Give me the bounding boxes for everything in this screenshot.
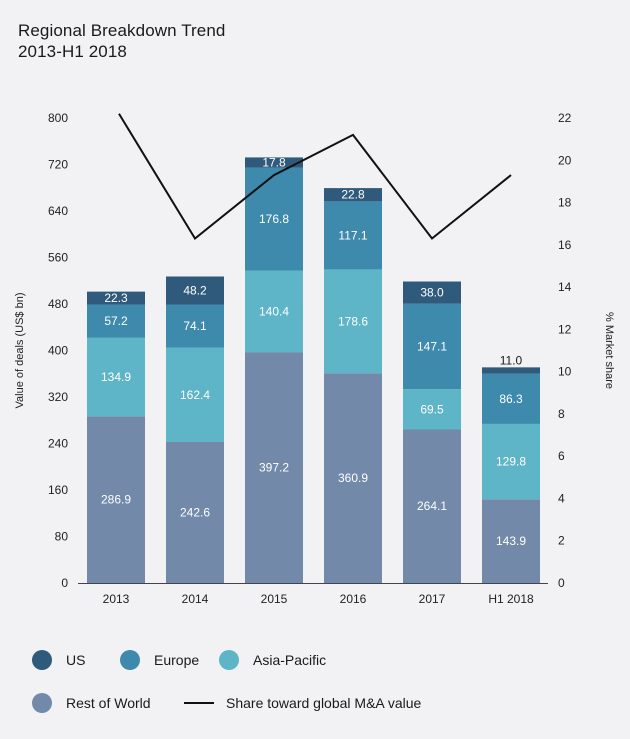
- bar-value-label-0-5: 143.9: [496, 534, 526, 548]
- chart-title: Regional Breakdown Trend 2013-H1 2018: [18, 20, 225, 62]
- bar-asia-pacific-0: [87, 337, 145, 417]
- y2-tick-label-4: 8: [558, 407, 565, 421]
- bar-value-label-2-4: 147.1: [417, 339, 447, 353]
- bar-value-label-0-0: 286.9: [101, 493, 131, 507]
- legend-label-europe: Europe: [154, 652, 199, 668]
- y2-tick-label-2: 4: [558, 491, 565, 505]
- x-tick-label-5: H1 2018: [488, 592, 534, 606]
- y2-tick-label-11: 22: [558, 111, 572, 125]
- y2-axis-title: % Market share: [603, 312, 615, 389]
- legend-label-us: US: [66, 652, 85, 668]
- bar-value-label-2-5: 86.3: [499, 392, 523, 406]
- y-tick-label-9: 720: [48, 158, 68, 172]
- legend-label-share-toward-global-m-a-value: Share toward global M&A value: [226, 695, 422, 711]
- bar-europe-5: [482, 373, 540, 424]
- bar-value-label-3-1: 48.2: [183, 284, 207, 298]
- bar-rest-of-world-3: [324, 373, 382, 583]
- bar-value-label-0-1: 242.6: [180, 505, 210, 519]
- bar-asia-pacific-4: [403, 389, 461, 430]
- legend-swatch-rest-of-world: [32, 693, 52, 713]
- y-tick-label-3: 240: [48, 437, 68, 451]
- bar-asia-pacific-2: [245, 270, 303, 353]
- bar-europe-4: [403, 303, 461, 390]
- bar-value-label-1-3: 178.6: [338, 314, 368, 328]
- bar-value-label-0-4: 264.1: [417, 499, 447, 513]
- bar-value-label-2-3: 117.1: [338, 228, 367, 242]
- bar-europe-2: [245, 167, 303, 271]
- bar-asia-pacific-3: [324, 269, 382, 374]
- bar-us-5: [482, 367, 540, 374]
- bar-value-label-3-5: 11.0: [500, 353, 523, 367]
- y-tick-label-0: 0: [61, 576, 68, 590]
- bar-europe-1: [166, 304, 224, 348]
- bar-value-label-3-4: 38.0: [420, 286, 444, 300]
- bar-value-label-2-0: 57.2: [104, 314, 128, 328]
- bar-value-label-1-2: 140.4: [259, 304, 289, 318]
- y2-tick-label-10: 20: [558, 153, 572, 167]
- share-line: [118, 113, 512, 240]
- bar-value-label-1-1: 162.4: [180, 388, 210, 402]
- legend-label-rest-of-world: Rest of World: [66, 695, 151, 711]
- y-tick-label-6: 480: [48, 297, 68, 311]
- bar-us-2: [245, 157, 303, 168]
- x-tick-label-1: 2014: [182, 592, 209, 606]
- y-tick-label-1: 80: [55, 530, 69, 544]
- y-tick-label-7: 560: [48, 251, 68, 265]
- bar-value-label-1-4: 69.5: [420, 402, 444, 416]
- y2-tick-label-9: 18: [558, 196, 572, 210]
- bar-asia-pacific-1: [166, 347, 224, 442]
- legend-swatch-us: [32, 650, 52, 670]
- x-tick-label-4: 2017: [419, 592, 446, 606]
- bar-value-label-0-3: 360.9: [338, 471, 368, 485]
- y2-tick-label-6: 12: [558, 322, 572, 336]
- bar-value-label-3-3: 22.8: [341, 188, 365, 202]
- bar-rest-of-world-1: [166, 441, 224, 583]
- bar-rest-of-world-0: [87, 416, 145, 583]
- bar-us-4: [403, 281, 461, 304]
- bar-asia-pacific-5: [482, 423, 540, 500]
- x-tick-label-3: 2016: [340, 592, 367, 606]
- x-tick-label-2: 2015: [261, 592, 288, 606]
- y2-tick-label-3: 6: [558, 449, 565, 463]
- bar-value-label-3-2: 17.8: [262, 156, 286, 170]
- y-tick-label-4: 320: [48, 390, 68, 404]
- bar-us-1: [166, 276, 224, 305]
- x-tick-label-0: 2013: [103, 592, 130, 606]
- y2-tick-label-0: 0: [558, 576, 565, 590]
- bar-value-label-2-2: 176.8: [259, 212, 289, 226]
- y2-tick-label-8: 16: [558, 238, 572, 252]
- bar-rest-of-world-5: [482, 499, 540, 583]
- y-tick-label-2: 160: [48, 483, 68, 497]
- y-tick-label-8: 640: [48, 204, 68, 218]
- y-axis-title: Value of deals (US$ bn): [14, 293, 26, 409]
- chart-title-line-1: Regional Breakdown Trend: [18, 21, 226, 40]
- y-tick-label-5: 400: [48, 344, 68, 358]
- bar-rest-of-world-2: [245, 352, 303, 583]
- y-tick-label-10: 800: [48, 111, 68, 125]
- bar-europe-3: [324, 201, 382, 270]
- y2-tick-label-1: 2: [558, 534, 565, 548]
- legend-swatch-europe: [120, 650, 140, 670]
- bar-europe-0: [87, 304, 145, 338]
- bar-rest-of-world-4: [403, 429, 461, 583]
- legend-label-asia-pacific: Asia-Pacific: [253, 652, 326, 668]
- bar-value-label-1-5: 129.8: [496, 455, 526, 469]
- y2-tick-label-7: 14: [558, 280, 572, 294]
- chart-title-line-2: 2013-H1 2018: [18, 42, 127, 61]
- bar-value-label-2-1: 74.1: [183, 319, 207, 333]
- bar-value-label-3-0: 22.3: [104, 291, 128, 305]
- bar-value-label-0-2: 397.2: [259, 461, 289, 475]
- bar-us-0: [87, 291, 145, 305]
- y2-tick-label-5: 10: [558, 365, 572, 379]
- legend-swatch-asia-pacific: [219, 650, 239, 670]
- bar-value-label-1-0: 134.9: [101, 370, 131, 384]
- bar-us-3: [324, 188, 382, 202]
